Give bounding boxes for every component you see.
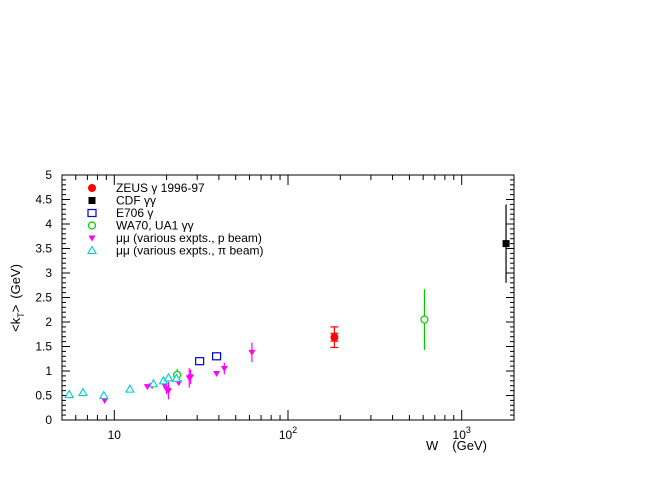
y-axis: 0 0.5 1 1.5 2 2.5 3 3.5 4 4.5 5 — [35, 168, 514, 427]
data-point — [148, 378, 159, 388]
legend-label: μμ (various expts., π beam) — [116, 244, 264, 258]
y-tick-label: 0 — [45, 413, 52, 427]
data-point — [163, 372, 174, 382]
y-axis-title-unit: (GeV) — [8, 264, 23, 299]
y-tick-label: 3.5 — [35, 242, 52, 256]
data-point — [330, 333, 339, 342]
series-2 — [195, 352, 222, 366]
y-tick-label: 2 — [45, 315, 52, 329]
data-point — [64, 389, 75, 399]
x-axis-title-main: W — [426, 438, 439, 453]
data-point — [248, 349, 256, 356]
legend-label: μμ (various expts., p beam) — [116, 231, 262, 245]
y-tick-label: 0.5 — [35, 389, 52, 403]
legend-label: CDF γγ — [116, 194, 156, 208]
legend-label: E706 γ — [116, 206, 153, 220]
x-axis-title-unit: (GeV) — [452, 438, 487, 453]
data-point — [195, 357, 205, 366]
legend-marker — [88, 197, 96, 204]
legend-marker — [87, 221, 97, 230]
legend-marker — [88, 184, 96, 192]
legend-marker — [87, 208, 97, 218]
data-point — [164, 388, 172, 395]
x-tick-label: 103 — [453, 425, 471, 442]
x-tick-label: 10 — [108, 428, 122, 442]
y-tick-label: 1.5 — [35, 340, 52, 354]
data-point — [98, 390, 109, 400]
series-0 — [330, 326, 339, 349]
y-axis-title: <kT> (GeV) — [8, 264, 26, 332]
y-axis-title-sub: T — [16, 312, 26, 318]
y-axis-title-close: > — [8, 305, 23, 313]
data-point — [124, 384, 135, 393]
series-1 — [502, 204, 510, 283]
x-tick-label: 102 — [279, 425, 297, 442]
data-point — [171, 373, 182, 382]
y-axis-title-open: <k — [8, 317, 23, 332]
series-3 — [173, 289, 429, 381]
y-tick-label: 5 — [45, 168, 52, 182]
legend-marker — [87, 245, 97, 255]
y-tick-label: 1 — [45, 364, 52, 378]
svg-text:<kT>(GeV): <kT> (GeV) — [8, 264, 26, 332]
x-axis-title: W (GeV) — [426, 438, 487, 453]
data-point — [420, 315, 429, 324]
data-point — [101, 397, 109, 404]
y-tick-label: 3 — [45, 266, 52, 280]
data-point — [220, 366, 228, 373]
data-point — [213, 370, 221, 377]
series-5 — [64, 372, 182, 400]
data-point — [502, 240, 510, 248]
legend-label: WA70, UA1 γγ — [116, 219, 194, 233]
legend-label: ZEUS γ 1996-97 — [116, 181, 205, 195]
data-point — [143, 384, 151, 391]
legend-marker — [88, 235, 96, 242]
y-tick-label: 4.5 — [35, 193, 52, 207]
y-tick-label: 2.5 — [35, 291, 52, 305]
data-layer — [64, 204, 510, 404]
x-axis: 10 102 103 — [61, 175, 515, 442]
data-point — [187, 374, 195, 381]
y-tick-label: 4 — [45, 217, 52, 231]
data-point — [211, 352, 222, 361]
data-point — [77, 387, 88, 397]
